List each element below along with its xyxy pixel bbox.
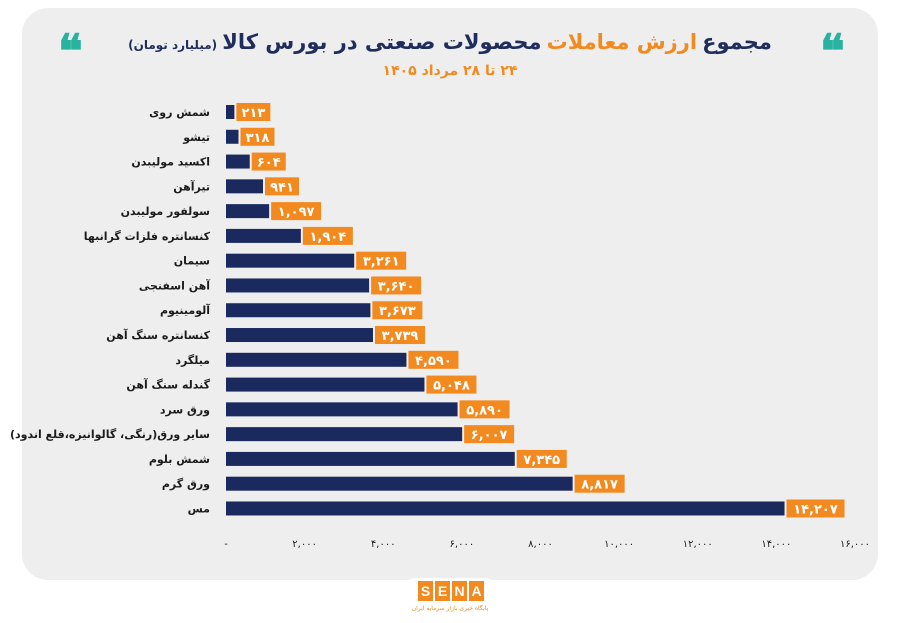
logo-tagline: پایگاه خبری بازار سرمایه ایران <box>411 605 489 612</box>
x-tick-label: ۱۰,۰۰۰ <box>604 539 634 550</box>
title-part-3: محصولات صنعتی در بورس کالا <box>222 30 542 54</box>
data-label: ۸,۸۱۷ <box>581 478 618 493</box>
data-label-box <box>374 326 425 345</box>
category-label: ورق گرم <box>162 478 210 491</box>
category-label: اکسید مولیبدن <box>131 156 210 169</box>
logo-letter-e: E <box>435 581 450 601</box>
x-tick-label: ۶,۰۰۰ <box>450 539 475 550</box>
category-label: شمش بلوم <box>149 453 210 466</box>
data-label: ۳۱۸ <box>246 131 270 146</box>
data-label: ۱,۹۰۴ <box>310 230 347 245</box>
bar <box>226 204 270 219</box>
data-label: ۶۰۴ <box>257 156 281 171</box>
data-label-box <box>459 400 510 419</box>
quote-open-icon: ❝ <box>58 24 83 78</box>
bar <box>226 278 370 293</box>
data-label-box <box>516 449 567 468</box>
data-label-box <box>372 301 423 320</box>
data-label-box <box>356 251 407 270</box>
bar <box>226 154 250 169</box>
bar <box>226 451 515 466</box>
bar <box>226 402 458 417</box>
category-label: میلگرد <box>175 354 210 367</box>
data-label-box <box>302 226 353 245</box>
data-label: ۱۴,۲۰۷ <box>793 502 838 517</box>
data-label-box <box>426 375 477 394</box>
category-label: سایر ورق(رنگی، گالوانیزه،قلع اندود) <box>10 428 210 441</box>
bar <box>226 501 785 516</box>
title-part-1: مجموع <box>702 30 772 54</box>
x-tick-label: ۱۶,۰۰۰ <box>840 539 870 550</box>
x-tick-label: ۱۲,۰۰۰ <box>683 539 713 550</box>
bar <box>226 253 355 268</box>
bar <box>226 179 263 194</box>
data-label-box <box>464 425 515 444</box>
category-label: سیمان <box>174 255 210 268</box>
quote-close-icon: ❝ <box>820 24 845 78</box>
data-label: ۲۱۳ <box>241 106 265 121</box>
x-tick-label: ۱۴,۰۰۰ <box>761 539 791 550</box>
category-label: کنسانتره فلزات گرانبها <box>84 230 211 243</box>
logo-letter-s: S <box>418 581 433 601</box>
x-tick-label: ۲,۰۰۰ <box>292 539 317 550</box>
x-tick-label: ۸,۰۰۰ <box>528 539 553 550</box>
bar <box>226 228 301 243</box>
data-label: ۴,۵۹۰ <box>415 354 452 369</box>
logo-letter-a: A <box>469 581 484 601</box>
bar <box>226 105 235 119</box>
data-label: ۹۴۱ <box>270 180 294 195</box>
category-label: مس <box>188 502 210 515</box>
bar <box>226 328 373 343</box>
data-label-box <box>408 350 459 369</box>
sena-logo: S E N A پایگاه خبری بازار سرمایه ایران <box>405 578 495 618</box>
bar <box>226 352 407 367</box>
logo-letters: S E N A <box>418 581 484 603</box>
data-label: ۳,۷۳۹ <box>382 329 419 344</box>
data-label-box <box>786 499 845 518</box>
data-label: ۶,۰۰۷ <box>471 428 508 443</box>
title-unit: (میلیارد تومان) <box>128 38 218 52</box>
data-label-box <box>271 202 322 221</box>
bar <box>226 377 425 392</box>
category-label: شمش روی <box>149 106 210 119</box>
data-label-box <box>574 474 625 493</box>
title-part-2: ارزش معاملات <box>546 30 698 54</box>
category-label: کنسانتره سنگ آهن <box>106 328 210 342</box>
category-label: آلومینیوم <box>160 303 210 317</box>
data-label: ۵,۰۴۸ <box>433 379 470 394</box>
x-tick-label: - <box>224 539 228 550</box>
category-label: گندله سنگ آهن <box>126 378 210 392</box>
data-label-box <box>264 177 299 196</box>
x-tick-label: ۴,۰۰۰ <box>371 539 396 550</box>
chart-subtitle: ۲۴ تا ۲۸ مرداد ۱۴۰۵ <box>382 63 518 79</box>
data-label: ۷,۳۴۵ <box>523 453 560 468</box>
category-label: آهن اسفنجی <box>139 278 210 292</box>
data-label: ۳,۶۴۰ <box>378 279 415 294</box>
data-label: ۳,۲۶۱ <box>363 255 400 270</box>
data-label-box <box>371 276 422 295</box>
bar <box>226 476 573 491</box>
logo-letter-n: N <box>452 581 467 601</box>
bar <box>226 303 371 318</box>
bar-chart: شمش روی ۲۱۳ تیشو ۳۱۸ اکسید مولیبدن ۶۰۴ تیرآهن ۹… <box>10 103 870 550</box>
category-label: تیرآهن <box>173 179 210 193</box>
data-label-box <box>251 152 286 171</box>
data-label-box <box>240 127 275 146</box>
data-label: ۱,۰۹۷ <box>278 205 315 220</box>
bar <box>226 129 239 144</box>
data-label: ۵,۸۹۰ <box>466 403 503 418</box>
category-label: ورق سرد <box>160 403 210 416</box>
category-label: تیشو <box>182 131 210 144</box>
bar <box>226 427 463 442</box>
chart-title: مجموع ارزش معاملات محصولات صنعتی در بورس… <box>0 30 900 54</box>
data-label: ۳,۶۷۳ <box>379 304 416 319</box>
category-label: سولفور مولیبدن <box>121 205 210 218</box>
data-label-box <box>236 103 271 121</box>
